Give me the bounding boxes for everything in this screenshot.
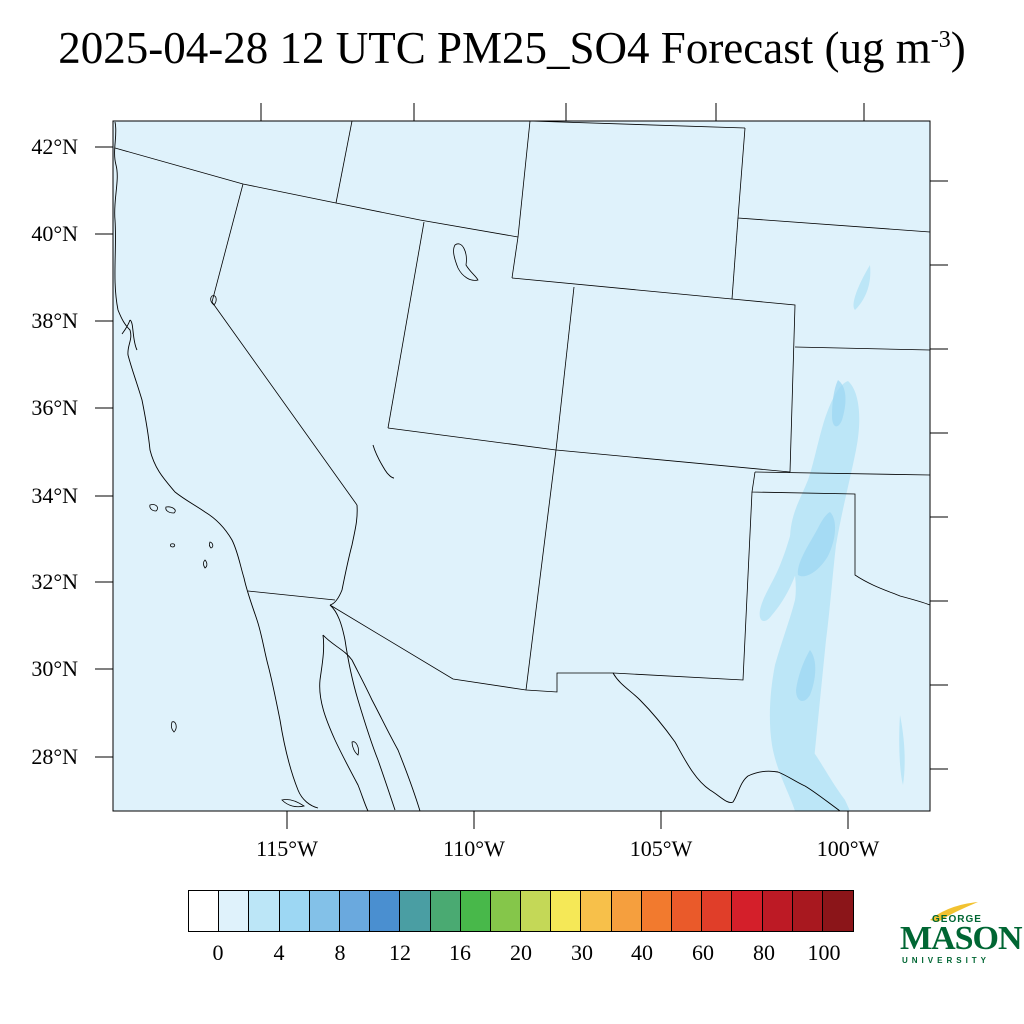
wyoming-border [517,120,531,238]
colorbar-swatch [762,891,793,931]
logo-university: UNIVERSITY [902,956,991,965]
montana-wyoming [529,120,746,129]
lat-label: 34°N [31,483,78,508]
map-ticks [95,103,948,829]
colorbar-swatch [641,891,672,931]
logo-mason: MASON [900,920,1023,957]
coastlines [114,121,841,812]
colorbar [188,890,855,932]
colorado-east [731,298,796,473]
colorbar-swatch [822,891,854,931]
idaho-border [335,120,353,204]
colorbar-swatch [460,891,491,931]
az-mexico [329,604,613,693]
colorbar-swatch [339,891,371,931]
colorbar-swatch [219,891,250,931]
colorbar-swatch [672,891,703,931]
nm-texas-west [612,491,753,681]
colorbar-label: 100 [807,940,841,965]
arizona-nm [525,449,557,691]
lat-label: 28°N [31,744,78,769]
colorbar-swatch [702,891,733,931]
lat-label: 32°N [31,569,78,594]
lon-label: 110°W [443,836,505,861]
colorbar-swatch [309,891,340,931]
colorbar-label: 20 [510,940,532,965]
rio-grande [612,672,841,812]
colorbar-label: 60 [692,940,714,965]
lon-label: 100°W [816,836,880,861]
wyoming-south [511,277,733,300]
concentration-shading [759,265,905,811]
colorbar-swatch [189,891,220,931]
state-boundaries [114,120,931,693]
title-close: ) [950,23,966,73]
oklahoma-south [754,471,931,476]
california-mexico [247,590,336,601]
lat-label: 42°N [31,134,78,159]
logo-george: GEORGE [932,914,982,925]
colorbar-swatch [400,891,431,931]
colorbar-swatch [521,891,552,931]
colorbar-swatch [490,891,522,931]
lat-label: 36°N [31,395,78,420]
kansas-oklahoma [794,346,931,351]
colorbar-label: 16 [449,940,471,965]
colorbar-label: 8 [334,940,346,965]
colorbar-label: 12 [389,940,411,965]
lat-label: 40°N [31,221,78,246]
colorbar-swatch [551,891,582,931]
lat-label: 30°N [31,656,78,681]
colorbar-swatch [732,891,763,931]
forecast-map [95,103,948,829]
colorbar-swatch [279,891,310,931]
colorbar-label: 80 [753,940,775,965]
colorbar-swatch [430,891,461,931]
colorbar-swatch [611,891,642,931]
title-superscript: -3 [930,27,951,53]
lon-label: 115°W [256,836,318,861]
colorbar-swatch [792,891,823,931]
concentration-shading-darker [796,380,846,702]
nevada-utah [387,221,425,429]
map-frame [112,120,931,812]
chart-title: 2025-04-28 12 UTC PM25_SO4 Forecast (ug … [0,22,1024,74]
colorbar-label: 30 [571,940,593,965]
colorbar-label: 40 [631,940,653,965]
ok-panhandle [751,471,931,606]
colorbar-label: 4 [273,940,285,965]
gmu-logo: GEORGE MASON UNIVERSITY [896,900,1023,970]
utah-colorado [555,286,575,451]
colorbar-swatch [249,891,280,931]
islands-lakes [149,243,479,808]
lat-label: 38°N [31,308,78,333]
colorbar-swatch [581,891,612,931]
nevada-california [211,183,358,506]
logo-swoosh-icon [930,902,978,922]
colorbar-label: 0 [212,940,224,965]
colorbar-swatch [370,891,401,931]
title-text: 2025-04-28 12 UTC PM25_SO4 Forecast (ug … [58,23,931,73]
lon-label: 105°W [629,836,693,861]
